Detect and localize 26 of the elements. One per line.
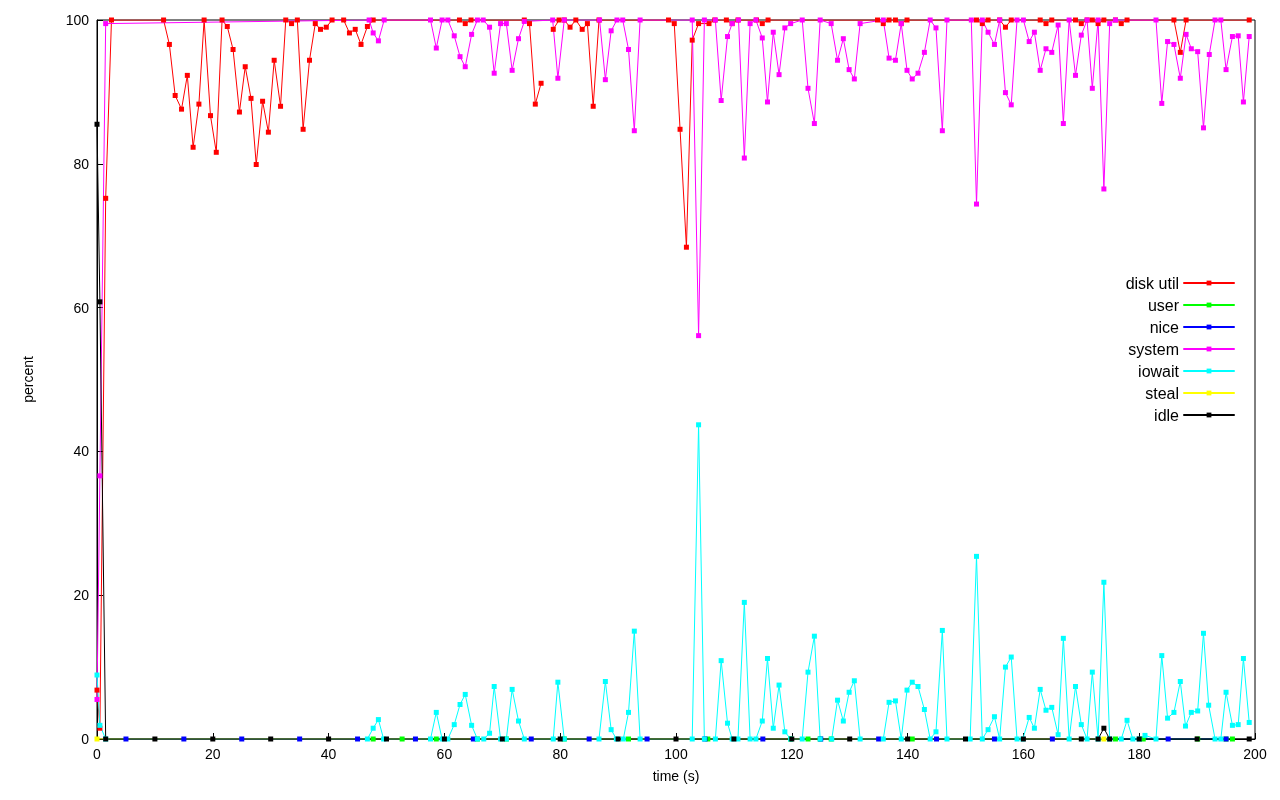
legend-label: user [1147, 296, 1180, 314]
y-tick-label: 40 [73, 443, 90, 460]
x-tick-label: 140 [895, 746, 920, 762]
x-tick-label: 160 [1011, 746, 1036, 762]
x-tick-label: 40 [320, 746, 337, 762]
x-tick-label: 20 [205, 746, 221, 762]
y-tick-label: 100 [65, 12, 90, 28]
legend-label: iowait [1138, 362, 1180, 380]
x-tick-label: 60 [436, 746, 453, 762]
x-tick-label: 0 [93, 746, 102, 762]
y-tick-label: 20 [73, 587, 90, 604]
y-tick-label: 0 [81, 731, 90, 747]
y-axis-title: percent [20, 356, 36, 403]
legend-label: steal [1145, 384, 1179, 402]
legend-label: idle [1154, 406, 1180, 424]
x-tick-label: 80 [552, 746, 569, 762]
x-tick-label: 120 [780, 746, 804, 762]
x-tick-label: 100 [664, 746, 688, 762]
legend-label: disk util [1125, 274, 1179, 292]
x-tick-label: 180 [1127, 746, 1152, 762]
x-axis-title: time (s) [652, 768, 700, 784]
y-tick-label: 80 [73, 155, 90, 172]
legend-label: nice [1149, 318, 1180, 336]
x-tick-label: 200 [1243, 746, 1267, 762]
y-tick-label: 60 [73, 299, 90, 316]
legend-label: system [1128, 340, 1179, 358]
